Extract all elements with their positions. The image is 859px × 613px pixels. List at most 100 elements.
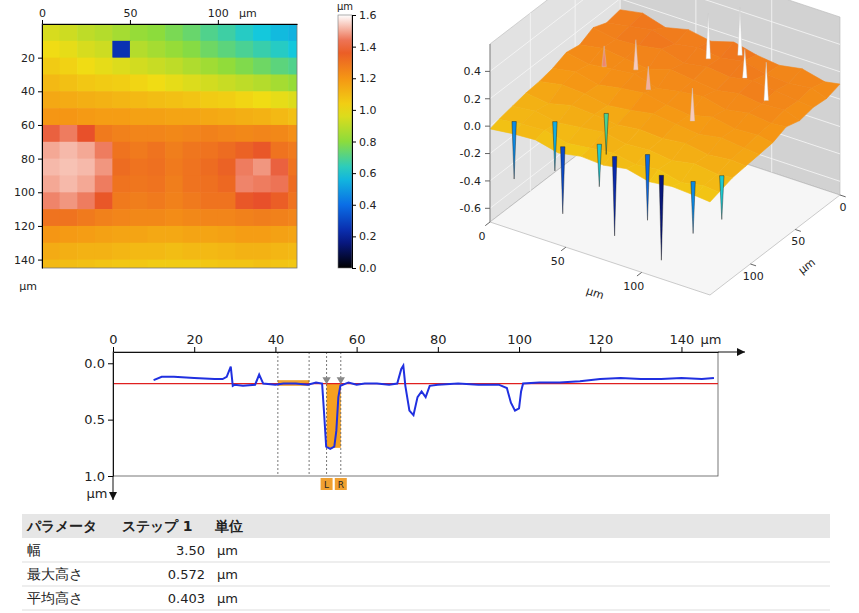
- heatmap-cell: [42, 142, 60, 159]
- plot-frame: [113, 352, 718, 476]
- tick-mark: [600, 347, 601, 352]
- profile-plot: [113, 352, 718, 476]
- heatmap-cell: [148, 125, 166, 142]
- heatmap-cell: [42, 226, 60, 243]
- heatmap-cell: [130, 159, 148, 176]
- tick-mark: [108, 363, 113, 364]
- tick: 0: [109, 332, 117, 352]
- spike: [646, 66, 650, 89]
- tick-mark: [108, 476, 113, 477]
- heatmap-cell: [165, 209, 183, 226]
- heatmap-cell: [112, 159, 130, 176]
- heatmap-cell: [235, 243, 253, 260]
- heatmap-cell: [148, 58, 166, 75]
- heatmap-cell: [95, 91, 113, 108]
- heatmap-cell: [253, 125, 271, 142]
- tick-label: 0: [479, 230, 486, 243]
- heatmap-cell: [235, 159, 253, 176]
- tick-label: 0.4: [464, 65, 482, 78]
- tick: 120: [14, 220, 42, 233]
- tick: 0: [39, 7, 46, 24]
- tick-label: 100: [743, 270, 764, 283]
- heatmap-cell: [60, 125, 78, 142]
- heatmap-cell: [253, 41, 271, 58]
- heatmap-cell: [288, 243, 297, 260]
- profile-panel: LR020406080100120140µm0.00.51.0µm: [84, 332, 745, 501]
- spike: [602, 46, 606, 67]
- tick-mark: [519, 347, 520, 352]
- heatmap-cell: [165, 24, 183, 41]
- heatmap-cell: [200, 175, 218, 192]
- heatmap-cell: [253, 108, 271, 125]
- heatmap-cell: [218, 24, 236, 41]
- heatmap-cell: [253, 226, 271, 243]
- tick-mark: [681, 347, 682, 352]
- tick-mark: [485, 222, 490, 226]
- heatmap-cell: [235, 226, 253, 243]
- heatmap-cell: [77, 209, 95, 226]
- range-edge: [309, 352, 310, 476]
- step-marker: [337, 377, 345, 384]
- heatmap-cell: [200, 41, 218, 58]
- heatmap-cell: [42, 175, 60, 192]
- tick-label: 0.2: [464, 93, 482, 106]
- heatmap-cells: [42, 24, 297, 268]
- heatmap-cell: [60, 192, 78, 209]
- column-header: ステップ 1: [122, 518, 193, 534]
- tick-mark: [795, 229, 801, 231]
- heatmap-cell: [112, 226, 130, 243]
- heatmap-cell: [218, 74, 236, 91]
- heatmap-cell: [95, 24, 113, 41]
- heatmap-cell: [60, 175, 78, 192]
- tick-mark: [637, 272, 642, 276]
- tick-label: 1.0: [359, 104, 377, 117]
- heatmap-cell: [130, 142, 148, 159]
- tick-label: 1.2: [359, 72, 377, 85]
- parameter-table: パラメータステップ 1単位幅3.50µm最大高さ0.572µm平均高さ0.403…: [22, 514, 830, 610]
- heatmap-cell: [130, 243, 148, 260]
- spike: [764, 62, 768, 100]
- heatmap-cell: [130, 24, 148, 41]
- heatmap-cell: [183, 108, 201, 125]
- heatmap-cell: [288, 209, 297, 226]
- cursor-box: [335, 478, 347, 490]
- heatmap-cell: [218, 175, 236, 192]
- heatmap-cell: [165, 142, 183, 159]
- tick: 1.2: [352, 72, 377, 85]
- spike: [553, 122, 557, 171]
- heatmap-cell: [130, 108, 148, 125]
- spike: [691, 181, 695, 233]
- heatmap-cell: [77, 159, 95, 176]
- heatmap-cell: [253, 159, 271, 176]
- heatmap-cell: [130, 58, 148, 75]
- range-edge: [340, 352, 341, 476]
- heatmap-cell: [288, 125, 297, 142]
- heatmap-cell: [218, 142, 236, 159]
- spike: [738, 7, 742, 55]
- heatmap-cell: [148, 142, 166, 159]
- heatmap-cell: [77, 41, 95, 58]
- heatmap-cell: [235, 175, 253, 192]
- heatmap-cell: [200, 159, 218, 176]
- heatmap-cell: [218, 125, 236, 142]
- heatmap-cell: [95, 41, 113, 58]
- tick-label: 40: [268, 332, 285, 347]
- heatmap-cell: [253, 209, 271, 226]
- tick: 50: [123, 7, 137, 24]
- x-axis-title: µm: [239, 7, 257, 20]
- tick-mark: [352, 142, 356, 143]
- tick: 0.6: [352, 167, 377, 180]
- heatmap-cell: [200, 243, 218, 260]
- heatmap-cell: [112, 192, 130, 209]
- heatmap-cell: [148, 175, 166, 192]
- cursor-label: R: [338, 480, 344, 490]
- heatmap-cell: [235, 24, 253, 41]
- heatmap-cell: [271, 159, 289, 176]
- tick-mark: [352, 15, 356, 16]
- heatmap-cell: [253, 74, 271, 91]
- tick-label: 0.0: [84, 356, 105, 371]
- axis-arrow: [718, 352, 745, 353]
- heatmap-cell: [95, 209, 113, 226]
- axis-arrow: [113, 476, 114, 500]
- heatmap-cell: [42, 209, 60, 226]
